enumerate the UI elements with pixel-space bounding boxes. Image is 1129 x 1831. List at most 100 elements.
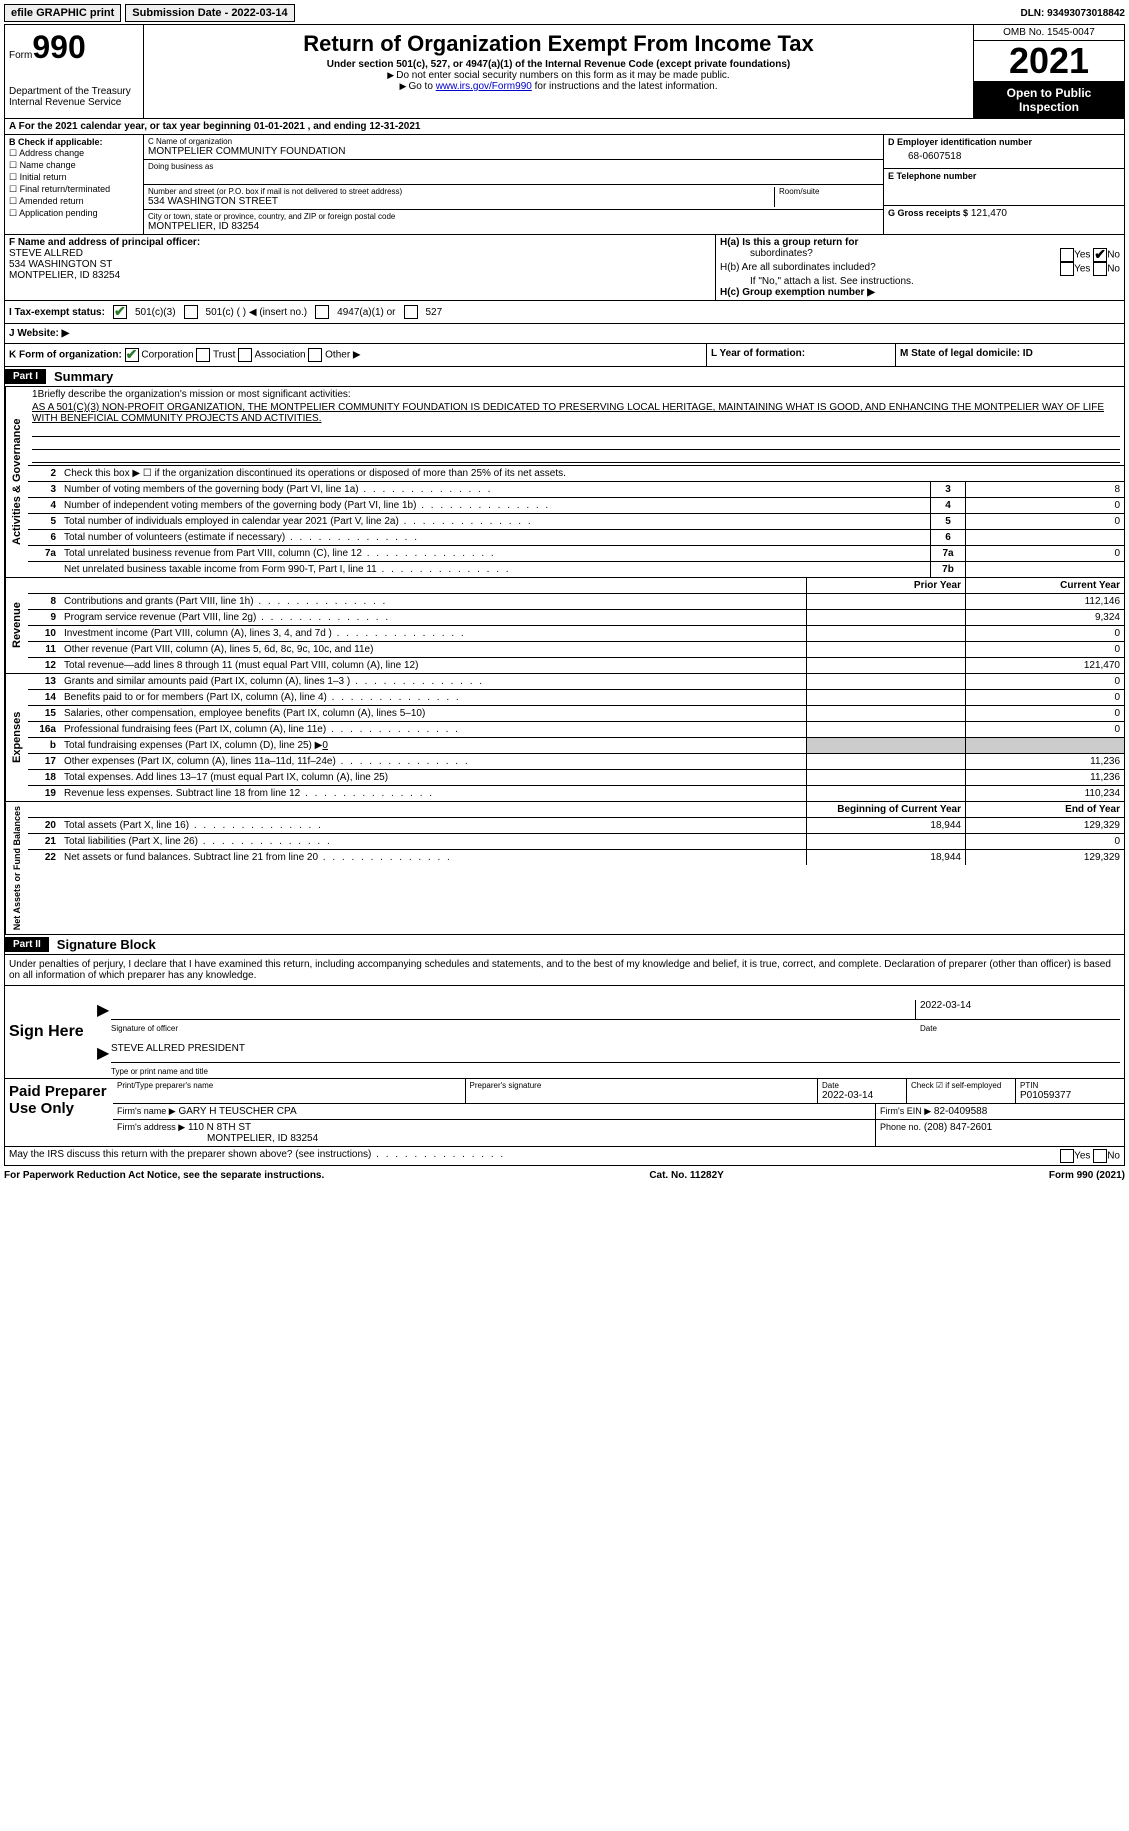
kform-other-checkbox[interactable]	[308, 348, 322, 362]
irs-link[interactable]: www.irs.gov/Form990	[436, 81, 532, 92]
line15-value: 0	[965, 706, 1124, 721]
ptin-value: P01059377	[1020, 1090, 1120, 1101]
ein-label: D Employer identification number	[888, 137, 1120, 147]
discuss-yes-checkbox[interactable]	[1060, 1149, 1074, 1163]
line14: Benefits paid to or for members (Part IX…	[60, 690, 806, 705]
hb-label: H(b) Are all subordinates included?	[720, 262, 876, 276]
line10: Investment income (Part VIII, column (A)…	[60, 626, 806, 641]
hc-label: H(c) Group exemption number ▶	[720, 287, 1120, 298]
state-domicile: M State of legal domicile: ID	[896, 344, 1124, 366]
omb-number: OMB No. 1545-0047	[974, 25, 1124, 41]
box-b-label: B Check if applicable:	[9, 137, 139, 147]
check-app-pending[interactable]: ☐ Application pending	[9, 208, 139, 219]
name-label: Type or print name and title	[111, 1067, 1120, 1076]
firm-name: GARY H TEUSCHER CPA	[178, 1106, 296, 1117]
ssn-note: Do not enter social security numbers on …	[148, 70, 969, 81]
line22-eoy: 129,329	[965, 850, 1124, 865]
line20-eoy: 129,329	[965, 818, 1124, 833]
hb-no-checkbox[interactable]	[1093, 262, 1107, 276]
status-501c3-checkbox[interactable]	[113, 305, 127, 319]
expenses-section: Expenses 13Grants and similar amounts pa…	[4, 674, 1125, 802]
line19-value: 110,234	[965, 786, 1124, 801]
efile-print-button[interactable]: efile GRAPHIC print	[4, 4, 121, 22]
line10-value: 0	[965, 626, 1124, 641]
line18-value: 11,236	[965, 770, 1124, 785]
dept-label: Department of the Treasury	[9, 86, 139, 97]
officer-name: STEVE ALLRED	[9, 248, 711, 259]
expenses-side-label: Expenses	[5, 674, 28, 801]
check-final-return[interactable]: ☐ Final return/terminated	[9, 184, 139, 195]
line20: Total assets (Part X, line 16)	[60, 818, 806, 833]
firm-addr1: 110 N 8TH ST	[188, 1122, 251, 1133]
org-name: MONTPELIER COMMUNITY FOUNDATION	[148, 146, 879, 157]
line5-value: 0	[965, 514, 1124, 529]
firm-phone: (208) 847-2601	[924, 1122, 992, 1133]
line18: Total expenses. Add lines 13–17 (must eq…	[60, 770, 806, 785]
check-address-change[interactable]: ☐ Address change	[9, 148, 139, 159]
paid-preparer-label: Paid Preparer Use Only	[5, 1079, 113, 1146]
paid-preparer-block: Paid Preparer Use Only Print/Type prepar…	[4, 1079, 1125, 1147]
gross-receipts-label: G Gross receipts $	[888, 208, 968, 218]
status-527-checkbox[interactable]	[404, 305, 418, 319]
preparer-date: 2022-03-14	[822, 1090, 902, 1101]
line15: Salaries, other compensation, employee b…	[60, 706, 806, 721]
kform-corp-checkbox[interactable]	[125, 348, 139, 362]
status-501c-checkbox[interactable]	[184, 305, 198, 319]
line17-value: 11,236	[965, 754, 1124, 769]
submission-date-button[interactable]: Submission Date - 2022-03-14	[125, 4, 294, 22]
line12: Total revenue—add lines 8 through 11 (mu…	[60, 658, 806, 673]
line9-value: 9,324	[965, 610, 1124, 625]
check-amended[interactable]: ☐ Amended return	[9, 196, 139, 207]
irs-discuss-row: May the IRS discuss this return with the…	[4, 1147, 1125, 1166]
line19: Revenue less expenses. Subtract line 18 …	[60, 786, 806, 801]
cat-number: Cat. No. 11282Y	[649, 1170, 723, 1181]
line7a-value: 0	[965, 546, 1124, 561]
ha-yes-checkbox[interactable]	[1060, 248, 1074, 262]
form-subtitle: Under section 501(c), 527, or 4947(a)(1)…	[148, 59, 969, 70]
tax-year-line: A For the 2021 calendar year, or tax yea…	[4, 119, 1125, 135]
preparer-sig-label: Preparer's signature	[470, 1081, 814, 1090]
check-initial-return[interactable]: ☐ Initial return	[9, 172, 139, 183]
mission-text: AS A 501(C)(3) NON-PROFIT ORGANIZATION, …	[32, 402, 1120, 424]
line13-value: 0	[965, 674, 1124, 689]
line9: Program service revenue (Part VIII, line…	[60, 610, 806, 625]
kform-trust-checkbox[interactable]	[196, 348, 210, 362]
city-state-zip: MONTPELIER, ID 83254	[148, 221, 879, 232]
netassets-side-label: Net Assets or Fund Balances	[5, 802, 28, 934]
page-footer: For Paperwork Reduction Act Notice, see …	[4, 1166, 1125, 1185]
kform-assoc-checkbox[interactable]	[238, 348, 252, 362]
boy-header: Beginning of Current Year	[806, 802, 965, 817]
line8: Contributions and grants (Part VIII, lin…	[60, 594, 806, 609]
room-label: Room/suite	[779, 187, 879, 196]
line3: Number of voting members of the governin…	[60, 482, 930, 497]
netassets-section: Net Assets or Fund Balances Beginning of…	[4, 802, 1125, 935]
dln-label: DLN: 93493073018842	[1020, 8, 1125, 19]
hb-yes-checkbox[interactable]	[1060, 262, 1074, 276]
org-name-label: C Name of organization	[148, 137, 879, 146]
line21-eoy: 0	[965, 834, 1124, 849]
line7b: Net unrelated business taxable income fr…	[60, 562, 930, 577]
discuss-no-checkbox[interactable]	[1093, 1149, 1107, 1163]
line11-value: 0	[965, 642, 1124, 657]
phone-label: E Telephone number	[888, 171, 1120, 181]
tax-status-row: I Tax-exempt status: 501(c)(3) 501(c) ( …	[4, 301, 1125, 324]
entity-block: B Check if applicable: ☐ Address change …	[4, 135, 1125, 235]
ha-label: H(a) Is this a group return for	[720, 237, 1120, 248]
ein-value: 68-0607518	[888, 147, 1120, 166]
sign-date: 2022-03-14	[915, 1000, 1120, 1020]
ha-no-checkbox[interactable]	[1093, 248, 1107, 262]
part1-header: Part I Summary	[4, 367, 1125, 387]
firm-addr2: MONTPELIER, ID 83254	[117, 1133, 318, 1144]
revenue-side-label: Revenue	[5, 578, 28, 673]
form-ref: Form 990 (2021)	[1049, 1170, 1125, 1181]
hb-note: If "No," attach a list. See instructions…	[720, 276, 1120, 287]
city-label: City or town, state or province, country…	[148, 212, 879, 221]
check-name-change[interactable]: ☐ Name change	[9, 160, 139, 171]
self-employed-check[interactable]: Check ☑ if self-employed	[907, 1079, 1016, 1103]
revenue-section: Revenue Prior YearCurrent Year 8Contribu…	[4, 578, 1125, 674]
status-4947-checkbox[interactable]	[315, 305, 329, 319]
eoy-header: End of Year	[965, 802, 1124, 817]
line5: Total number of individuals employed in …	[60, 514, 930, 529]
current-year-header: Current Year	[965, 578, 1124, 593]
sig-label: Signature of officer	[111, 1024, 916, 1033]
